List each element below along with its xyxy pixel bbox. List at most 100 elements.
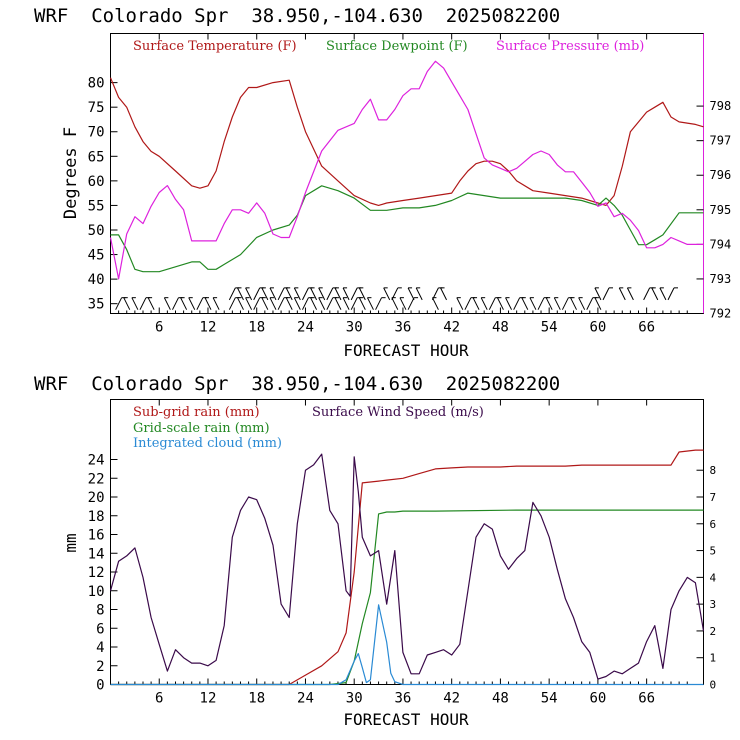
y-tick-label-left: 70 [88,125,105,141]
y-tick-label-left: 65 [88,149,105,165]
wind-barb [472,297,480,310]
wind-barb [318,297,326,310]
wind-barb [350,297,358,310]
wind-barb [131,297,139,310]
wind-barb [488,297,496,310]
wind-barb [537,297,545,310]
wind-barb [594,287,602,301]
x-tick-label: 18 [248,691,265,707]
series-line-0 [110,449,704,686]
legend-subgrid-rain: Sub-grid rain (mm) [133,405,260,420]
x-tick-label: 12 [200,691,217,707]
y-tick-label-right: 793 [710,272,732,286]
x-tick-label: 60 [589,691,606,707]
wind-barb [277,287,285,301]
y-axis-label: Degrees F [61,127,81,219]
y-tick-label-right: 0 [710,679,717,692]
wind-barb [302,297,309,310]
y-tick-label-right: 3 [710,598,717,611]
y-tick-label-right: 2 [710,625,717,638]
wind-barb [431,297,439,310]
y-tick-label-left: 55 [88,198,105,214]
y-tick-label-right: 795 [710,203,732,217]
wind-barb [277,297,285,310]
wind-barb [553,297,561,310]
wind-barb [310,287,318,301]
wind-barb [407,287,415,301]
wind-barb [358,297,366,310]
x-tick-label: 6 [155,691,163,707]
wind-barb [334,297,342,310]
x-tick-label: 18 [248,320,265,336]
wind-barb [293,287,301,301]
wind-barb [391,297,399,310]
y-tick-label-left: 45 [88,248,105,264]
wind-barb [358,287,366,301]
y-tick-label-right: 5 [710,545,717,558]
y-tick-label-right: 798 [710,99,732,113]
y-tick-label-left: 16 [88,528,105,544]
y-tick-label-left: 18 [88,509,105,525]
wind-barb [147,297,155,310]
y-tick-label-left: 2 [96,659,104,675]
legend-wind-speed: Surface Wind Speed (m/s) [312,405,484,420]
wind-barb [375,297,383,310]
y-tick-label-left: 35 [88,297,105,313]
x-tick-label: 24 [297,691,314,707]
series-lines [109,60,704,280]
x-axis: 6 12 18 24 30 36 42 48 54 60 66 [118,33,688,336]
wind-barb [570,297,577,310]
wind-barb [285,297,293,310]
y-tick-label-right: 1 [710,652,717,665]
series-line-0 [109,77,704,206]
wind-barb [253,297,261,310]
wind-barb [602,287,610,301]
legend-temperature: Surface Temperature (F) [133,39,297,54]
series-line-1 [110,185,704,273]
x-tick-label: 42 [443,691,460,707]
y-tick-label-left: 14 [88,546,105,562]
wind-barb [456,297,464,310]
wind-barb [196,297,204,310]
wind-barb [180,297,188,310]
y-tick-label-left: 12 [88,565,105,581]
precipitation-panel: WRF Colorado Spr 38.950,-104.630 2025082… [34,373,717,729]
y-tick-label-left: 20 [88,490,105,506]
legend-gridscale-rain: Grid-scale rain (mm) [133,421,270,436]
wind-barb [594,297,602,310]
wind-barb [326,297,334,310]
x-tick-label: 30 [346,691,363,707]
wind-barb [505,297,512,310]
wind-barb [521,297,529,310]
wind-barb [115,297,123,310]
wind-barb [586,297,594,310]
wind-barb [318,287,326,301]
wind-barb [659,287,667,301]
x-tick-label: 24 [297,320,314,336]
y-tick-label-left: 40 [88,272,105,288]
wind-barb [618,287,626,301]
wind-barb [269,287,277,301]
wind-barb [480,297,488,310]
wind-barb [261,297,269,310]
x-tick-label: 54 [541,691,558,707]
x-tick-label: 42 [443,320,460,336]
wind-barb [407,297,415,310]
y-axis-label: mm [61,533,80,552]
wind-barb [513,297,521,310]
wind-barb [212,297,220,310]
y-tick-label-right: 8 [710,464,717,477]
wind-barb [302,287,309,301]
x-tick-label: 6 [155,320,163,336]
wind-barb [269,297,277,310]
wind-barb [188,297,196,310]
x-axis-label: FORECAST HOUR [343,341,469,360]
wind-barb [163,297,171,310]
x-tick-label: 48 [492,320,509,336]
y-tick-label-left: 10 [88,584,105,600]
wind-barb [415,287,423,301]
x-tick-label: 36 [395,320,412,336]
y-tick-label-left: 50 [88,223,105,239]
wind-barb [285,287,293,301]
